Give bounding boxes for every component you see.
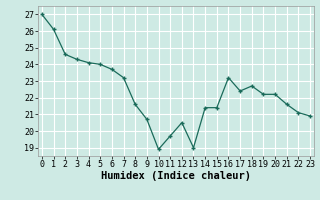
X-axis label: Humidex (Indice chaleur): Humidex (Indice chaleur) [101,171,251,181]
